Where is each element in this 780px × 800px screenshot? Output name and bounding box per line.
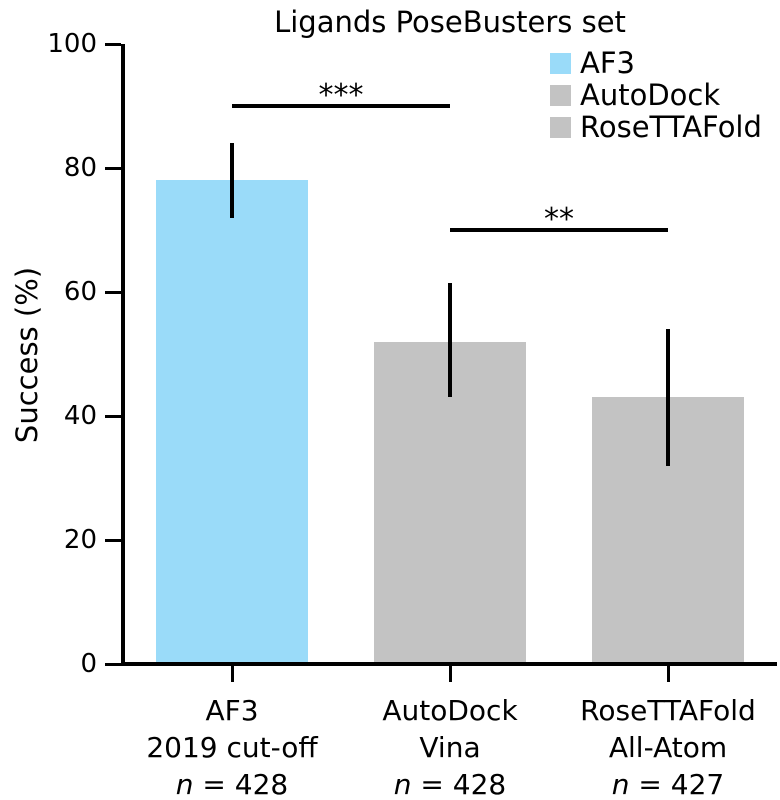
y-tick-mark <box>105 662 121 666</box>
significance-bracket <box>450 228 668 232</box>
x-axis-spine <box>121 662 777 666</box>
x-label-n-count: n = 428 <box>175 768 289 800</box>
y-tick-mark <box>105 42 121 46</box>
x-tick-label: AF3 2019 cut-off n = 428 <box>102 692 362 800</box>
significance-bracket <box>232 104 450 108</box>
legend: AF3 AutoDock RoseTTAFold <box>550 47 762 143</box>
x-label-line1: AF3 <box>205 694 259 727</box>
error-bar-autodock <box>448 282 452 398</box>
bar-af3 <box>156 180 308 664</box>
legend-swatch <box>550 52 571 74</box>
significance-label: *** <box>318 78 364 113</box>
x-tick-mark <box>448 666 452 682</box>
x-tick-mark <box>666 666 670 682</box>
legend-label: RoseTTAFold <box>580 110 762 144</box>
x-label-line1: AutoDock <box>382 694 518 727</box>
legend-label: AutoDock <box>580 78 721 112</box>
legend-swatch <box>550 84 571 106</box>
chart-title: Ligands PoseBusters set <box>274 5 626 39</box>
y-tick-mark <box>105 290 121 294</box>
error-bar-af3 <box>230 143 234 218</box>
x-tick-label: RoseTTAFold All-Atom n = 427 <box>538 692 780 800</box>
x-label-n-count: n = 427 <box>611 768 725 800</box>
x-label-line2: All-Atom <box>608 731 728 764</box>
legend-item-af3: AF3 <box>550 47 762 79</box>
legend-label: AF3 <box>580 46 635 80</box>
y-tick-label: 40 <box>63 401 97 431</box>
x-label-n-count: n = 428 <box>393 768 507 800</box>
legend-item-autodock: AutoDock <box>550 79 762 111</box>
x-label-line2: 2019 cut-off <box>146 731 318 764</box>
y-tick-mark <box>105 166 121 170</box>
x-tick-label: AutoDock Vina n = 428 <box>320 692 580 800</box>
y-tick-label: 80 <box>63 153 97 183</box>
y-axis-spine <box>121 44 125 666</box>
y-tick-label: 100 <box>47 29 97 59</box>
legend-swatch <box>550 116 571 138</box>
y-tick-label: 60 <box>63 277 97 307</box>
significance-label: ** <box>544 202 574 237</box>
x-label-line1: RoseTTAFold <box>580 694 756 727</box>
x-tick-mark <box>230 666 234 682</box>
x-label-line2: Vina <box>419 731 481 764</box>
y-tick-mark <box>105 414 121 418</box>
y-tick-label: 0 <box>80 649 97 679</box>
y-tick-label: 20 <box>63 525 97 555</box>
error-bar-rosettafold <box>666 329 670 466</box>
legend-item-rosettafold: RoseTTAFold <box>550 111 762 143</box>
y-tick-mark <box>105 538 121 542</box>
